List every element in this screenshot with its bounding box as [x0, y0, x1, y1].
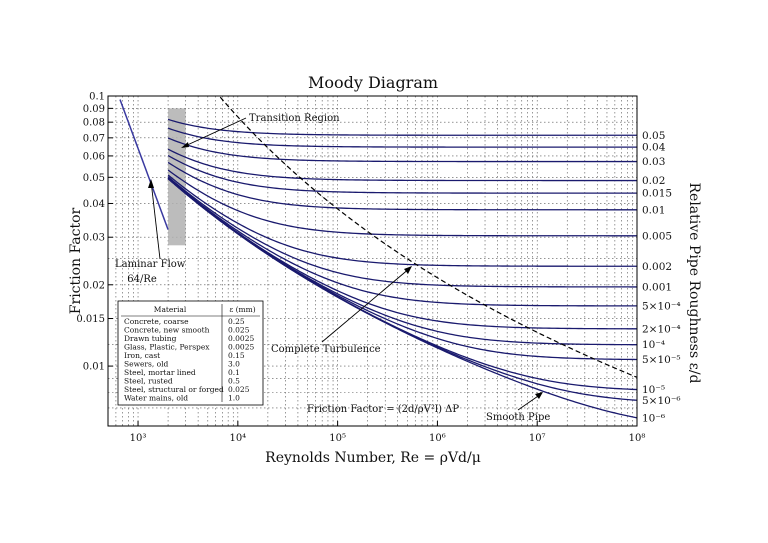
roughness-label-14: 5×10⁻⁶	[642, 395, 681, 407]
laminar-arrowhead	[148, 179, 154, 188]
table-cell-material: Steel, rusted	[124, 377, 173, 386]
roughness-curve-15	[167, 178, 638, 419]
roughness-label-1: 0.04	[642, 142, 666, 154]
table-frame	[117, 300, 264, 406]
x-axis-label: Reynolds Number, Re = ρVd/μ	[265, 450, 481, 466]
table-cell-material: Drawn tubing	[124, 334, 177, 343]
annotations: Transition Region Laminar Flow 64/Re Com…	[115, 113, 550, 423]
roughness-label-6: 0.005	[642, 230, 672, 242]
roughness-label-15: 10⁻⁶	[642, 412, 665, 424]
table-cell-material: Concrete, coarse	[124, 317, 189, 326]
table-cell-epsilon: 0.15	[228, 351, 245, 360]
laminar-flow-line	[119, 99, 169, 230]
y-tick-label: 0.02	[83, 280, 105, 291]
grid-lines	[107, 95, 638, 426]
friction-factor-formula: Friction Factor = (2d/ρV²l) ΔP	[307, 404, 459, 415]
roughness-labels: 0.050.04 0.03 0.020.015 0.01 0.005 0.002 0.001…	[642, 130, 681, 425]
table-cell-material: Steel, mortar lined	[124, 368, 196, 377]
roughness-curve-1	[167, 127, 637, 148]
roughness-curve-8	[167, 176, 637, 288]
smooth-pipe-arrowhead	[535, 392, 543, 399]
complete-turbulence-arrowhead	[404, 266, 412, 274]
x-tick-label: 10⁷	[529, 433, 546, 444]
x-tick-label: 10³	[130, 433, 147, 444]
roughness-label-3: 0.02	[642, 175, 665, 187]
x-tick-label: 10⁶	[429, 433, 446, 444]
x-tick-label: 10⁸	[629, 433, 646, 444]
laminar-flow-label: Laminar Flow	[115, 259, 186, 270]
laminar-line	[119, 99, 169, 230]
roughness-label-10: 2×10⁻⁴	[642, 323, 681, 335]
complete-turbulence-boundary	[219, 96, 638, 378]
table-cell-epsilon: 0.0025	[228, 334, 254, 343]
table-cell-epsilon: 0.025	[228, 385, 250, 394]
roughness-label-9: 5×10⁻⁴	[642, 300, 681, 312]
roughness-label-0: 0.05	[642, 130, 665, 142]
roughness-label-11: 10⁻⁴	[642, 339, 665, 351]
laminar-arrow	[150, 180, 161, 260]
y-tick-label: 0.07	[83, 133, 105, 144]
plot-frame	[107, 95, 638, 427]
roughness-curve-4	[167, 154, 637, 194]
laminar-formula: 64/Re	[127, 274, 157, 285]
y2-axis-label: Relative Pipe Roughness ε/d	[686, 182, 702, 383]
roughness-label-12: 5×10⁻⁵	[642, 354, 681, 366]
y-axis-ticks: 0.10.09 0.08 0.07 0.06 0.05 0.04 0.03 0.02 0.015…	[76, 92, 113, 373]
y-axis-label: Friction Factor	[68, 207, 84, 314]
roughness-label-8: 0.001	[642, 281, 672, 293]
complete-turbulence-label: Complete Turbulence	[271, 344, 381, 355]
roughness-label-4: 0.015	[642, 188, 672, 200]
roughness-curve-2	[167, 137, 637, 163]
transition-region-label: Transition Region	[249, 113, 340, 124]
smooth-pipe-label: Smooth Pipe	[486, 412, 550, 423]
table-header-epsilon: ε (mm)	[229, 305, 255, 314]
roughness-curve-3	[167, 148, 637, 182]
roughness-label-2: 0.03	[642, 156, 665, 168]
table-cell-epsilon: 1.0	[228, 394, 240, 403]
complete-turbulence-line	[219, 96, 638, 378]
roughness-curve-7	[167, 174, 637, 267]
roughness-curve-0	[167, 118, 637, 136]
x-tick-label: 10⁴	[229, 433, 246, 444]
table-cell-epsilon: 3.0	[228, 360, 240, 369]
roughness-table: Material ε (mm) Concrete, coarse 0.25 Concre…	[117, 300, 264, 406]
table-cell-material: Concrete, new smooth	[124, 326, 210, 335]
y-tick-label: 0.09	[83, 104, 105, 115]
transition-arrowhead	[181, 142, 189, 148]
table-cell-epsilon: 0.025	[228, 326, 250, 335]
x-axis-ticks: 10³ 10⁴ 10⁵ 10⁶ 10⁷ 10⁸	[130, 421, 646, 444]
roughness-curve-5	[167, 161, 637, 211]
table-header-material: Material	[154, 305, 187, 314]
table-cell-epsilon: 0.1	[228, 368, 240, 377]
complete-turbulence-arrow	[321, 267, 411, 343]
table-cell-material: Glass, Plastic, Perspex	[124, 343, 210, 352]
chart-title: Moody Diagram	[308, 73, 438, 92]
y-tick-label: 0.08	[83, 118, 105, 129]
y-tick-label: 0.015	[76, 314, 105, 325]
table-cell-epsilon: 0.25	[228, 317, 245, 326]
table-cell-material: Steel, structural or forged	[124, 385, 224, 394]
transition-arrow	[182, 117, 247, 148]
y-tick-label: 0.03	[83, 233, 105, 244]
roughness-label-5: 0.01	[642, 204, 665, 216]
y-tick-label: 0.01	[83, 362, 105, 373]
roughness-label-7: 0.002	[642, 261, 672, 273]
roughness-curve-9	[167, 177, 637, 307]
y-tick-label: 0.06	[83, 151, 105, 162]
table-cell-material: Water mains, old	[124, 394, 188, 403]
y-tick-label: 0.1	[89, 92, 105, 103]
table-cell-epsilon: 0.5	[228, 377, 240, 386]
table-cell-epsilon: 0.0025	[228, 343, 254, 352]
table-cell-material: Iron, cast	[124, 351, 160, 360]
y-tick-label: 0.04	[83, 199, 105, 210]
x-tick-label: 10⁵	[329, 433, 346, 444]
table-cell-material: Sewers, old	[124, 360, 169, 369]
roughness-curve-6	[167, 169, 637, 237]
roughness-label-13: 10⁻⁵	[642, 384, 665, 396]
roughness-curves	[167, 118, 638, 419]
y-tick-label: 0.05	[83, 173, 105, 184]
